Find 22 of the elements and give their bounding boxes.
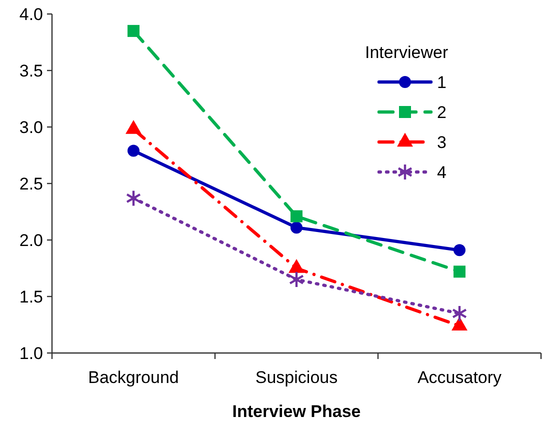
legend-label: 2: [437, 102, 446, 122]
y-tick-label: 1.5: [19, 287, 43, 306]
legend-label: 1: [437, 72, 446, 92]
y-tick-label: 3.0: [19, 118, 43, 137]
point: [128, 24, 140, 37]
point: [454, 244, 466, 256]
legend-title: Interviewer: [365, 43, 448, 62]
legend-label: 4: [437, 162, 446, 182]
y-tick-label: 4.0: [19, 4, 43, 24]
point: [290, 222, 302, 234]
y-tick-label: 2.5: [19, 174, 43, 194]
point: [290, 210, 302, 222]
legend-label: 3: [437, 132, 446, 152]
y-tick-label: 1.0: [19, 344, 43, 363]
y-tick-label: 2.0: [19, 230, 43, 250]
x-tick-label: Suspicious: [255, 368, 338, 387]
point: [128, 144, 140, 157]
y-tick-label: 3.5: [19, 61, 43, 80]
point: [454, 266, 466, 278]
x-tick-label: Background: [88, 368, 179, 387]
x-axis-title: Interview Phase: [232, 402, 361, 421]
x-tick-label: Accusatory: [417, 368, 502, 387]
